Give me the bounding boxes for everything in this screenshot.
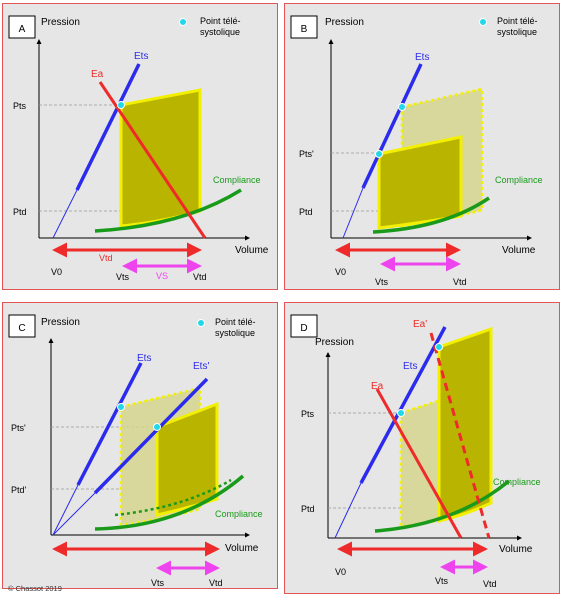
x-axis-title: Volume xyxy=(499,544,533,555)
ets-line xyxy=(76,362,143,486)
y-axis-title: Pression xyxy=(41,317,80,328)
ets-thin-line xyxy=(334,482,362,539)
ea-label: Ea xyxy=(371,381,384,392)
panel-b-diagram: B Pression Point télé- systolique Pts' P… xyxy=(290,15,543,287)
panel-c: C Pression Point télé- systolique Pts' P… xyxy=(2,302,278,589)
legend-line-2: systolique xyxy=(200,27,240,37)
compliance-label: Compliance xyxy=(215,509,263,519)
ea-prime-line xyxy=(429,332,491,539)
vts-label: Vts xyxy=(116,272,130,282)
vtd-arrow-label: Vtd xyxy=(99,253,113,263)
ets-prime-thin-line xyxy=(52,492,96,536)
vts-label: Vts xyxy=(435,576,449,586)
pv-loop xyxy=(155,401,219,517)
vtd-label: Vtd xyxy=(193,272,207,282)
v0-label: V0 xyxy=(335,267,346,277)
y-axis-title: Pression xyxy=(315,337,354,348)
legend-line-1: Point télé- xyxy=(215,317,256,327)
ets-line xyxy=(75,63,141,191)
ets-label: Ets xyxy=(403,361,417,372)
ptd-label: Ptd xyxy=(299,207,313,217)
end-systolic-point xyxy=(375,150,383,158)
pts-label: Pts xyxy=(301,409,315,419)
ets-prime-line xyxy=(93,377,209,495)
panel-a: A Pression Point télé- systolique Pts Pt… xyxy=(2,3,278,290)
ea-label: Ea xyxy=(91,69,104,80)
legend-line-2: systolique xyxy=(497,27,537,37)
legend-line-2: systolique xyxy=(215,328,255,338)
ptd-label: Ptd xyxy=(301,504,315,514)
ets-label: Ets xyxy=(415,52,429,63)
v0-label: V0 xyxy=(51,267,62,277)
x-axis-title: Volume xyxy=(235,245,269,256)
pts-prime-label: Pts' xyxy=(299,149,314,159)
y-axis-title: Pression xyxy=(41,17,80,28)
pv-loop xyxy=(437,326,493,523)
panel-letter-box xyxy=(290,15,318,39)
ets-line xyxy=(361,63,423,189)
panel-a-diagram: A Pression Point télé- systolique Pts Pt… xyxy=(8,15,269,282)
panel-d: D Pression Pts Ptd Ea' Ets Ea Compliance… xyxy=(284,302,560,594)
x-axis-title: Volume xyxy=(502,245,536,256)
panel-letter: A xyxy=(19,24,26,35)
legend-point-icon xyxy=(179,18,187,26)
ets-line xyxy=(359,326,447,484)
ets-thin-line xyxy=(52,484,79,536)
baseline-pv-loop xyxy=(399,398,443,529)
compliance-curve xyxy=(372,196,490,234)
vtd-label: Vtd xyxy=(453,277,467,287)
panel-b: B Pression Point télé- systolique Pts' P… xyxy=(284,3,560,290)
panel-letter: C xyxy=(18,323,25,334)
baseline-end-systolic-point xyxy=(398,103,406,111)
x-axis-title: Volume xyxy=(225,543,259,554)
panel-d-diagram: D Pression Pts Ptd Ea' Ets Ea Compliance… xyxy=(290,314,541,589)
ea-prime-label: Ea' xyxy=(413,319,427,330)
v0-label: V0 xyxy=(335,567,346,577)
panel-letter-box xyxy=(8,314,36,338)
vts-label: Vts xyxy=(151,578,165,588)
vtd-label: Vtd xyxy=(209,578,223,588)
compliance-curve-shifted xyxy=(114,478,232,517)
compliance-curve xyxy=(94,188,242,233)
baseline-end-systolic-point xyxy=(117,403,125,411)
ets-label: Ets xyxy=(134,51,148,62)
panel-letter-box xyxy=(290,314,318,338)
pv-loop xyxy=(377,135,463,230)
baseline-end-systolic-point xyxy=(397,409,405,417)
vts-label: Vts xyxy=(375,277,389,287)
ptd-prime-label: Ptd' xyxy=(11,485,27,495)
panel-letter: B xyxy=(301,24,308,35)
compliance-label: Compliance xyxy=(495,175,543,185)
pv-loop xyxy=(119,88,202,228)
vs-label: VS xyxy=(156,271,168,281)
panel-letter-box xyxy=(8,15,36,39)
panel-c-diagram: C Pression Point télé- systolique Pts' P… xyxy=(8,314,263,588)
vtd-label: Vtd xyxy=(483,579,497,589)
compliance-label: Compliance xyxy=(493,477,541,487)
pts-label: Pts xyxy=(13,101,27,111)
legend-point-icon xyxy=(197,319,205,327)
ets-prime-label: Ets' xyxy=(193,361,209,372)
end-systolic-point xyxy=(117,101,125,109)
ea-line xyxy=(98,81,207,239)
ets-thin-line xyxy=(342,187,364,239)
compliance-curve xyxy=(94,474,245,531)
ptd-label: Ptd xyxy=(13,207,27,217)
compliance-label: Compliance xyxy=(213,175,261,185)
legend-point-icon xyxy=(479,18,487,26)
end-systolic-point xyxy=(435,343,443,351)
legend-line-1: Point télé- xyxy=(200,16,241,26)
ets-thin-line xyxy=(52,189,78,239)
panel-letter: D xyxy=(300,323,307,334)
ets-label: Ets xyxy=(137,353,151,364)
copyright: © Chassot 2019 xyxy=(8,584,62,593)
ea-line xyxy=(375,388,463,539)
pts-prime-label: Pts' xyxy=(11,423,26,433)
legend-line-1: Point télé- xyxy=(497,16,538,26)
end-systolic-point xyxy=(153,423,161,431)
y-axis-title: Pression xyxy=(325,17,364,28)
